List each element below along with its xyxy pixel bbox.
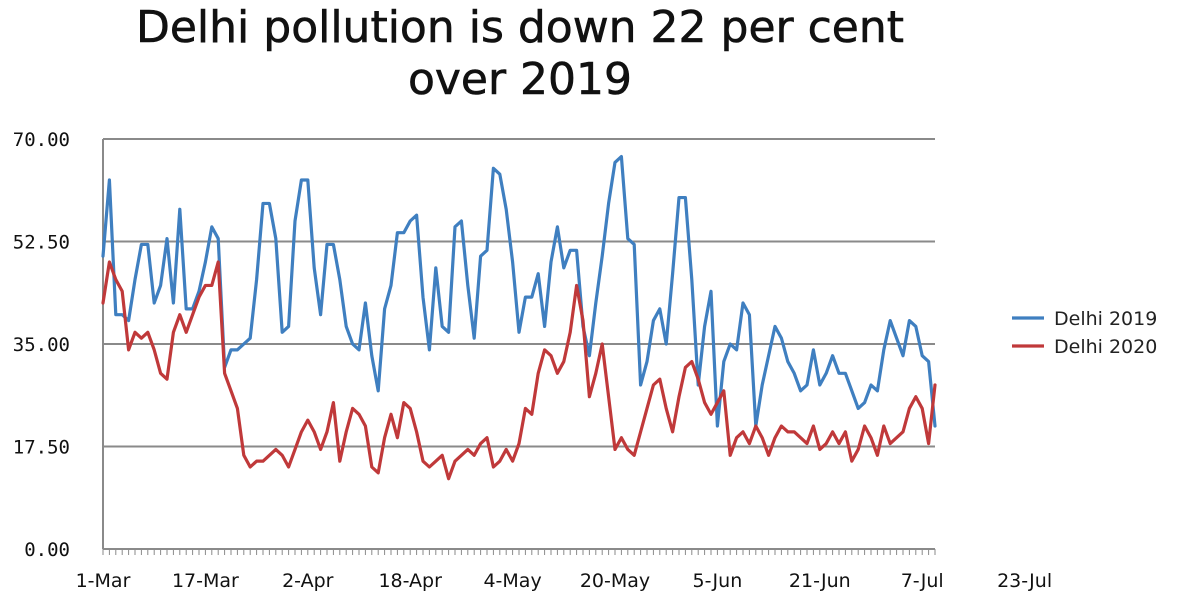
x-tick-label: 5-Jun (693, 570, 743, 592)
y-tick-label: 17.50 (13, 437, 70, 459)
x-tick-label: 20-May (580, 570, 650, 592)
x-tick-label: 2-Apr (282, 570, 334, 592)
x-tick-label: 21-Jun (789, 570, 851, 592)
legend-label: Delhi 2019 (1054, 308, 1157, 330)
x-tick-label: 17-Mar (172, 570, 239, 592)
legend-label: Delhi 2020 (1054, 336, 1157, 358)
chart-title-line-1: Delhi pollution is down 22 per cent (135, 2, 905, 54)
y-tick-label: 35.00 (13, 334, 70, 356)
series-line-delhi-2019 (101, 154, 937, 428)
y-tick-label: 70.00 (13, 129, 70, 151)
legend: Delhi 2019 Delhi 2020 (1012, 308, 1157, 358)
gridlines (103, 138, 935, 448)
axes: 0.00 17.50 35.00 52.50 70.00 1-Mar 17-Mar 2-Apr… (13, 129, 1052, 592)
series-line-delhi-2020 (101, 260, 937, 481)
x-tick-label: 23-Jul (997, 570, 1052, 592)
series-lines (101, 154, 937, 481)
chart-title-line-2: over 2019 (407, 54, 633, 106)
x-tick-label: 4-May (483, 570, 541, 592)
x-tick-label: 1-Mar (76, 570, 131, 592)
y-tick-label: 0.00 (24, 539, 70, 561)
x-tick-label: 18-Apr (378, 570, 442, 592)
y-tick-label: 52.50 (13, 232, 70, 254)
chart-title: Delhi pollution is down 22 per cent over… (0, 2, 1040, 106)
x-tick-label: 7-Jul (901, 570, 944, 592)
